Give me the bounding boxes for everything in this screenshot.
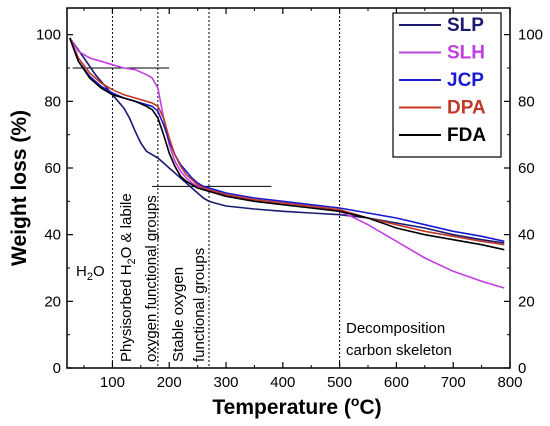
y-tick-label-right: 100: [518, 27, 543, 44]
series-line-slh: [69, 37, 505, 289]
y-tick-label: 80: [44, 93, 61, 110]
y-tick-label-right: 0: [518, 360, 526, 377]
x-tick-label: 600: [384, 374, 409, 391]
legend-label-fda: FDA: [447, 125, 486, 146]
series-line-fda: [69, 37, 505, 251]
decomposition-label-line1: Decomposition: [346, 320, 445, 337]
legend: SLP SLH JCP DPA FDA: [392, 12, 502, 158]
y-axis-title: Weight loss (%): [8, 110, 31, 266]
h2o-label: H2O: [76, 263, 105, 283]
physisorbed-label-line2: oxygen functional groups: [143, 195, 160, 362]
x-tick-label: 500: [327, 374, 352, 391]
x-tick-label: 400: [270, 374, 295, 391]
x-tick-label: 800: [497, 374, 522, 391]
y-tick-label: 0: [53, 360, 61, 377]
series-line-slp: [69, 37, 505, 244]
x-tick-label: 200: [157, 374, 182, 391]
y-tick-label: 20: [44, 293, 61, 310]
x-tick-label: 100: [100, 374, 125, 391]
y-tick-label-right: 20: [518, 293, 535, 310]
y-tick-label: 60: [44, 160, 61, 177]
legend-box: [392, 12, 502, 158]
y-tick-label-right: 80: [518, 93, 535, 110]
series-layer: [69, 37, 505, 289]
decomposition-label-line2: carbon skeleton: [346, 342, 452, 359]
stable-label-line1: Stable oxygen: [170, 267, 187, 362]
y-tick-label: 40: [44, 227, 61, 244]
y-tick-label-right: 60: [518, 160, 535, 177]
legend-label-slp: SLP: [447, 15, 484, 36]
ticks-layer: 100 200 300 400 500 600 700 8000204060801000204…: [36, 8, 543, 391]
x-tick-label: 300: [214, 374, 239, 391]
legend-label-slh: SLH: [447, 43, 485, 64]
y-tick-label: 100: [36, 27, 61, 44]
physisorbed-label-line1: Physisorbed H2O & labile: [118, 193, 138, 362]
y-tick-label-right: 40: [518, 227, 535, 244]
x-axis-title: Temperature (oC): [212, 393, 381, 419]
legend-label-jcp: JCP: [447, 70, 484, 91]
legend-label-dpa: DPA: [447, 98, 486, 119]
plot-frame: [66, 7, 511, 369]
stable-label-line2: functional groups: [191, 248, 208, 362]
x-tick-label: 700: [441, 374, 466, 391]
